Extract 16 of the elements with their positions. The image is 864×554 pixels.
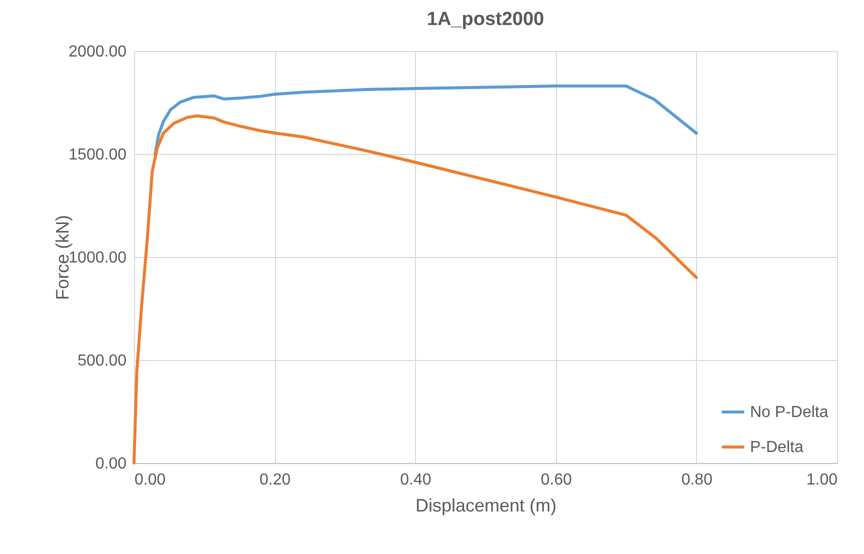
x-axis-title: Displacement (m) — [415, 496, 557, 516]
x-tick-label: 0.80 — [681, 472, 713, 488]
y-tick-label: 500.00 — [78, 352, 127, 370]
legend-label: P-Delta — [750, 439, 804, 456]
y-tick-label: 1500.00 — [68, 146, 127, 164]
y-tick-label: 2000.00 — [68, 44, 127, 60]
line-series — [132, 114, 698, 464]
line-series — [154, 84, 698, 156]
legend-label: No P-Delta — [750, 404, 828, 421]
x-tick-label: 1.00 — [806, 472, 838, 488]
chart-title: 1A_post2000 — [426, 9, 544, 30]
x-tick-label: 0.00 — [134, 472, 166, 488]
x-tick-label: 0.40 — [400, 472, 432, 488]
x-tick-label: 0.60 — [540, 472, 572, 488]
y-tick-label: 0.00 — [95, 456, 127, 472]
x-tick-label: 0.20 — [260, 472, 291, 488]
